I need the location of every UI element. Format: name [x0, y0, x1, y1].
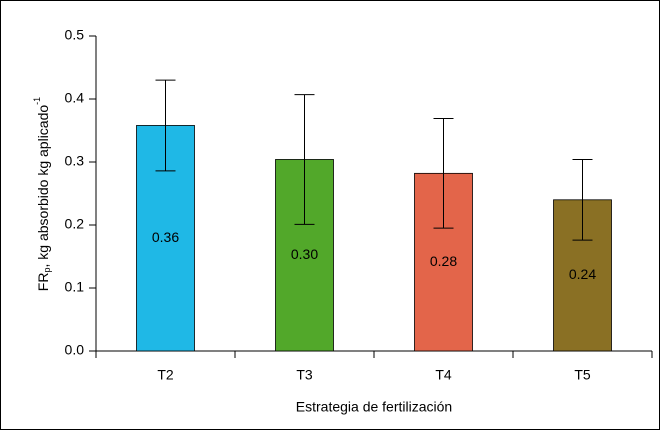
- value-label: 0.30: [291, 246, 318, 262]
- y-tick-label: 0.2: [65, 216, 85, 232]
- y-tick-label: 0.4: [65, 90, 85, 106]
- y-tick-label: 0.1: [65, 279, 85, 295]
- y-axis-label: FRp, kg absorbido kg aplicado-1: [32, 97, 52, 291]
- value-label: 0.24: [569, 266, 596, 282]
- value-label: 0.36: [152, 229, 179, 245]
- y-label-rest: , kg absorbido kg aplicado: [35, 105, 51, 268]
- y-tick-label: 0.0: [65, 342, 85, 358]
- value-label: 0.28: [430, 253, 457, 269]
- x-axis-label: Estrategia de fertilización: [296, 399, 452, 415]
- x-tick-label: T2: [157, 367, 174, 383]
- y-label-sub: p: [42, 268, 52, 273]
- y-tick-label: 0.3: [65, 153, 85, 169]
- x-tick-label: T4: [435, 367, 452, 383]
- x-tick-label: T3: [296, 367, 313, 383]
- y-label-main: FR: [35, 273, 51, 292]
- x-tick-label: T5: [574, 367, 591, 383]
- y-tick-label: 0.5: [65, 27, 85, 43]
- y-label-sup: -1: [32, 97, 42, 105]
